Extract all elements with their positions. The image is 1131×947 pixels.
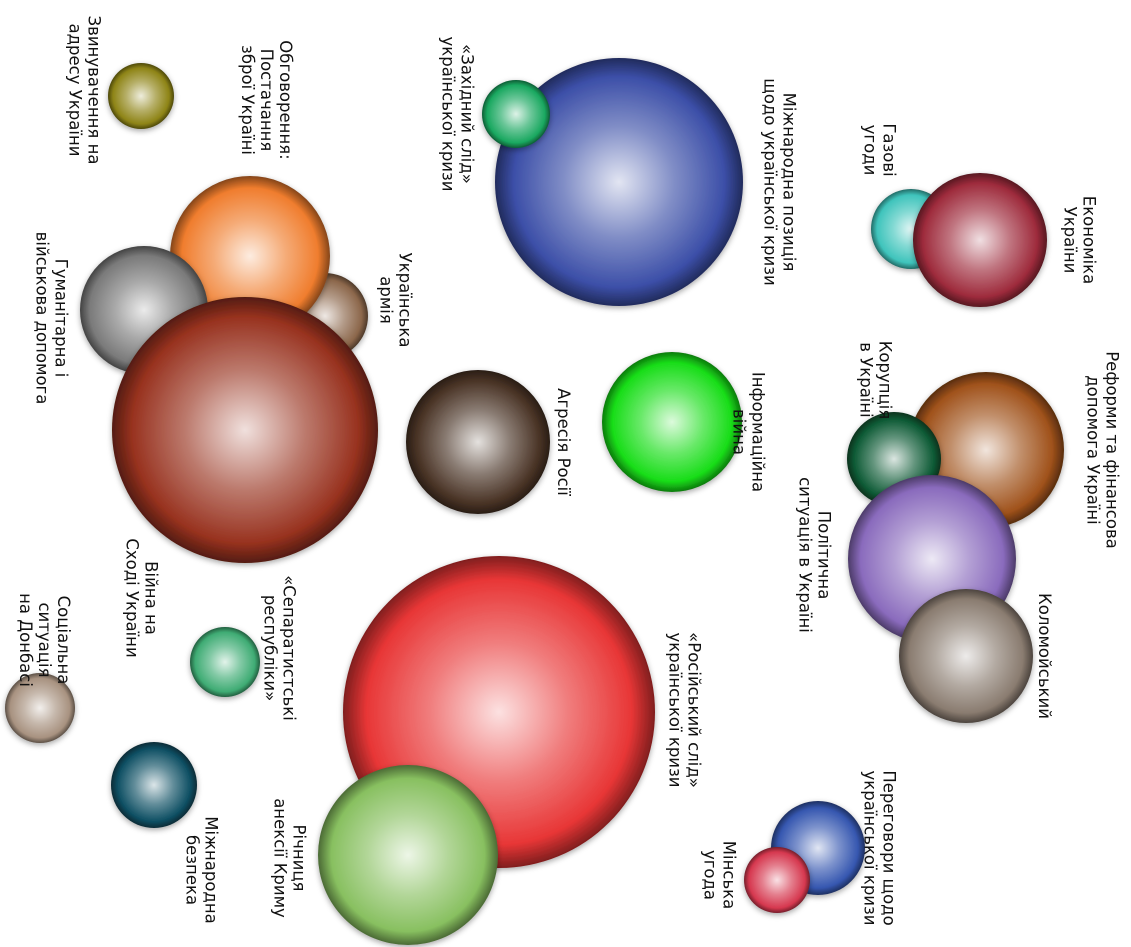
bubble-12 — [170, 176, 330, 336]
bubble-label-line: Коломойський — [1035, 593, 1054, 719]
bubble-label-line: Газові — [880, 123, 899, 176]
bubble-label-22: Мінськаугода — [701, 841, 739, 909]
bubble-label-2: «Західний слід»української кризи — [439, 36, 477, 191]
bubble-label-line: Сході України — [123, 538, 142, 657]
bubble-label-line: «Західний слід» — [458, 44, 477, 184]
bubble-label-line: адресу України — [66, 24, 85, 157]
bubble-17 — [318, 765, 498, 945]
bubble-label-line: республіки» — [261, 595, 280, 701]
bubble-label-line: Інформаційна — [749, 372, 768, 492]
bubble-label-line: Війна на — [142, 561, 161, 635]
bubble-label-line: зброї Україні — [238, 45, 257, 155]
bubble-label-1: Міжнародна позиціящодо української кризи — [761, 78, 799, 285]
bubble-label-16: «Російський слід»української кризи — [666, 632, 704, 788]
bubble-label-14: Війна наСході України — [123, 538, 161, 657]
bubble-label-line: в Україні — [857, 342, 876, 418]
bubble-label-20: Міжнароднабезпека — [183, 816, 221, 923]
bubble-10 — [406, 370, 550, 514]
bubble-label-line: Гуманітарна і — [52, 259, 71, 378]
bubble-label-18: «Сепаратистськіреспубліки» — [261, 575, 299, 721]
bubble-label-line: Міжнародна позиція — [780, 93, 799, 272]
bubble-label-line: на Донбасі — [16, 593, 35, 687]
bubble-label-9: Інформаційнавійна — [730, 372, 768, 492]
bubble-22 — [744, 847, 810, 913]
bubble-label-line: Корупція — [876, 341, 895, 420]
bubble-label-line: ситуація — [35, 602, 54, 677]
bubble-label-line: Соціальна — [54, 596, 73, 685]
bubble-label-line: української кризи — [861, 770, 880, 925]
bubble-label-line: «Сепаратистські — [280, 575, 299, 721]
bubble-label-line: Реформи та фінансова — [1103, 351, 1122, 549]
bubble-label-line: Агресія Росії — [554, 388, 573, 496]
bubble-label-line: Обговорення: — [276, 40, 295, 159]
bubble-15 — [108, 63, 174, 129]
bubble-label-line: щодо української кризи — [761, 78, 780, 285]
bubble-label-line: Річниця — [290, 825, 309, 892]
bubble-8 — [899, 589, 1033, 723]
bubble-label-8: Коломойський — [1035, 593, 1054, 719]
bubble-label-line: допомога Україні — [1084, 375, 1103, 525]
bubble-label-6: Корупціяв Україні — [857, 341, 895, 420]
bubble-19 — [5, 673, 75, 743]
bubble-label-21: Переговори щодоукраїнської кризи — [861, 770, 899, 925]
bubble-label-line: армія — [377, 276, 396, 324]
bubble-label-line: безпека — [183, 835, 202, 905]
bubble-label-line: України — [1061, 207, 1080, 274]
bubble-label-line: української кризи — [666, 632, 685, 787]
bubble-label-line: Мінська — [720, 841, 739, 909]
bubble-label-line: української кризи — [439, 36, 458, 191]
bubble-14 — [112, 297, 378, 563]
bubble-label-5: Реформи та фінансовадопомога Україні — [1084, 351, 1122, 549]
bubble-label-4: ЕкономікаУкраїни — [1061, 196, 1099, 284]
bubble-label-line: угода — [701, 850, 720, 900]
bubble-label-7: Політичнаситуація в Україні — [796, 477, 834, 633]
bubble-label-line: угоди — [861, 125, 880, 176]
bubble-label-line: анексії Криму — [271, 798, 290, 918]
bubble-label-11: Українськаармія — [377, 253, 415, 348]
bubble-4 — [913, 173, 1047, 307]
bubble-label-line: Політична — [815, 511, 834, 600]
bubble-label-12: Обговорення:Постачаннязброї Україні — [238, 40, 295, 159]
bubble-label-line: «Російський слід» — [685, 632, 704, 788]
bubble-20 — [111, 742, 197, 828]
bubble-label-3: Газовіугоди — [861, 123, 899, 176]
bubble-label-line: Переговори щодо — [880, 770, 899, 925]
bubble-label-17: Річницяанексії Криму — [271, 798, 309, 918]
bubble-label-line: Звинувачення на — [85, 16, 104, 165]
bubble-label-15: Звинувачення наадресу України — [66, 16, 104, 165]
bubble-label-19: Соціальнаситуаціяна Донбасі — [16, 593, 73, 687]
bubble-label-line: Міжнародна — [202, 816, 221, 923]
bubble-label-line: Економіка — [1080, 196, 1099, 284]
bubble-2 — [482, 80, 550, 148]
bubble-label-line: військова допомога — [33, 232, 52, 405]
bubble-label-line: Постачання — [257, 49, 276, 152]
bubble-9 — [602, 352, 742, 492]
bubble-label-line: ситуація в Україні — [796, 477, 815, 633]
bubble-18 — [190, 627, 260, 697]
bubble-label-line: Українська — [396, 253, 415, 348]
bubble-label-line: війна — [730, 409, 749, 455]
bubble-label-10: Агресія Росії — [554, 388, 573, 496]
bubble-1 — [495, 58, 743, 306]
bubble-label-13: Гуманітарна івійськова допомога — [33, 232, 71, 405]
